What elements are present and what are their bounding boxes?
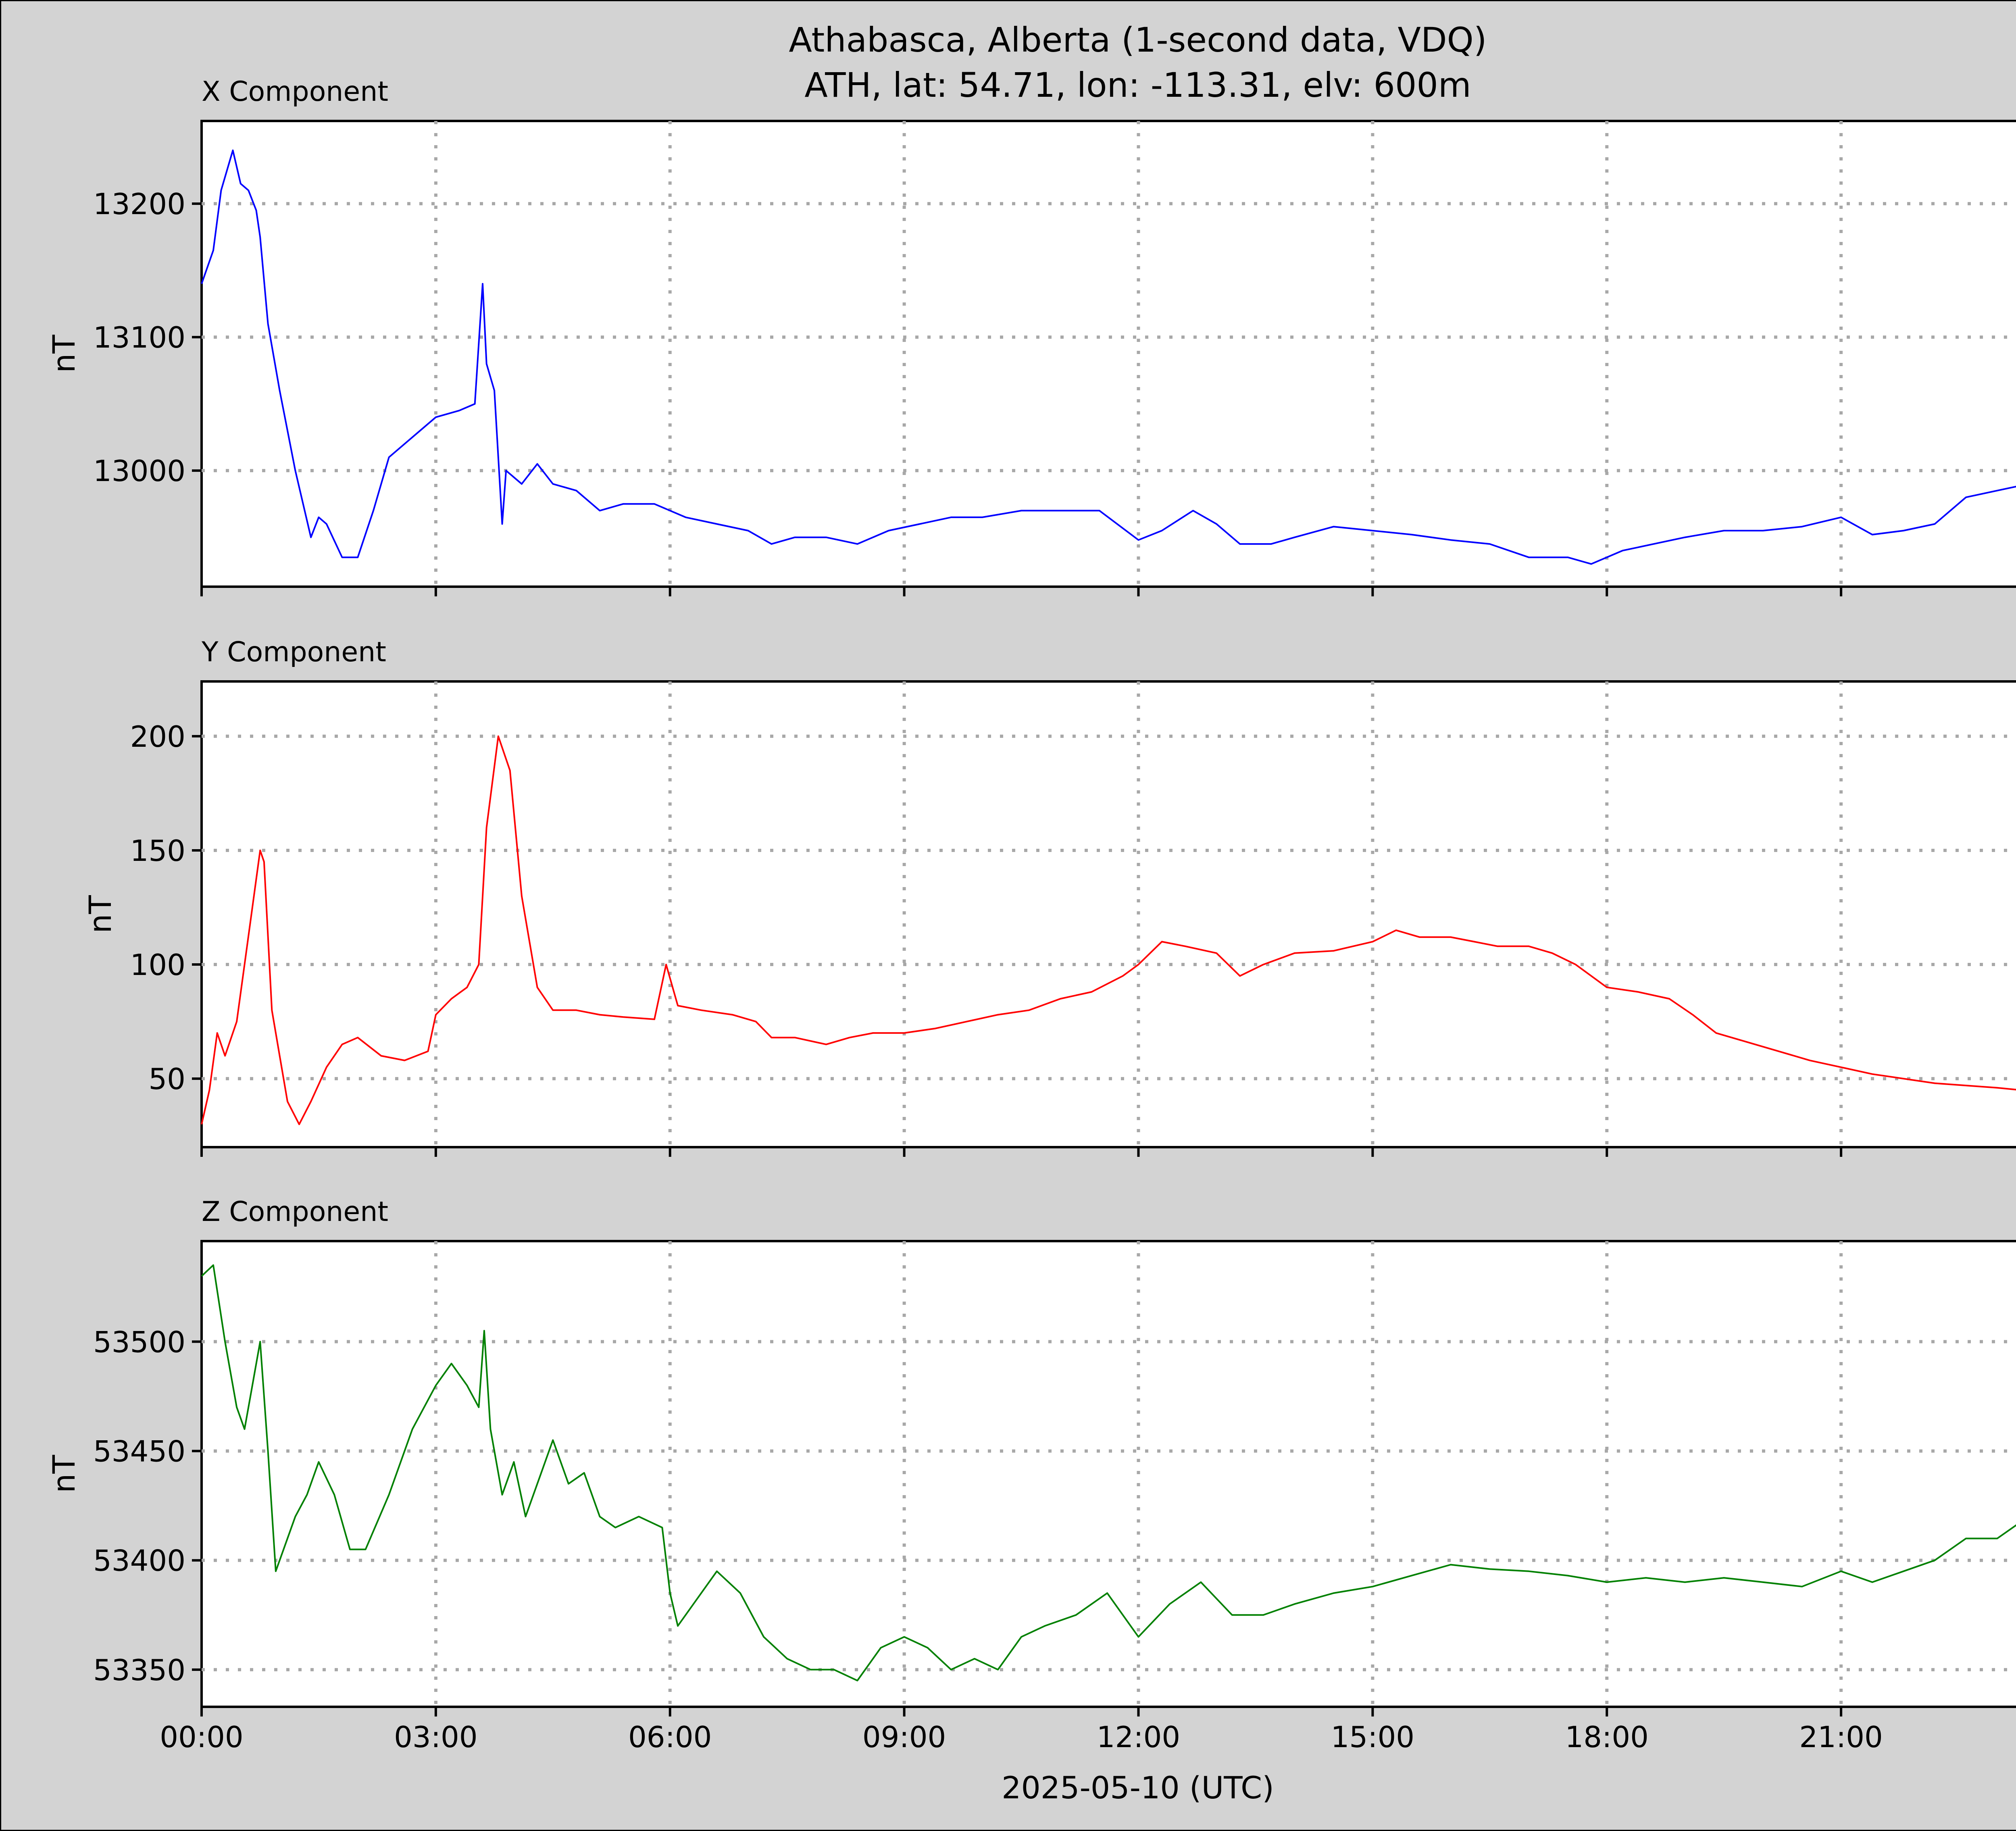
plot-area <box>200 1240 2016 1708</box>
y-axis-label: nT <box>46 335 82 373</box>
y-tick-label: 53450 <box>93 1435 185 1469</box>
x-tick-label: 03:00 <box>394 1720 478 1754</box>
series-line <box>201 735 2016 1125</box>
x-tick-label: 15:00 <box>1331 1720 1415 1754</box>
x-tick-label: 06:00 <box>628 1720 712 1754</box>
x-tick-label: 09:00 <box>862 1720 946 1754</box>
series-line <box>201 149 2016 565</box>
x-axis-label: 2025-05-10 (UTC) <box>1002 1770 1274 1806</box>
x-tick-label: 21:00 <box>1799 1720 1883 1754</box>
y-tick-label: 53400 <box>93 1544 185 1578</box>
y-tick-label: 53500 <box>93 1325 185 1359</box>
y-axis-label: nT <box>82 895 118 933</box>
figure-title-line2: ATH, lat: 54.71, lon: -113.31, elv: 600m <box>804 65 1471 105</box>
panel-0: X Component 13000 13100 13200 nT <box>46 76 2016 596</box>
y-tick-label: 50 <box>148 1062 185 1096</box>
panel-1: Y Component 50 100 150 200 nT <box>82 636 2016 1157</box>
y-tick-label: 13100 <box>93 321 185 354</box>
y-tick-label: 100 <box>130 948 185 982</box>
y-axis-label: nT <box>46 1455 82 1493</box>
series-line <box>201 1264 2016 1681</box>
panels: X Component 13000 13100 13200 nT Y Component 5… <box>46 76 2016 1754</box>
y-tick-label: 53350 <box>93 1653 185 1687</box>
y-tick-label: 200 <box>130 720 185 754</box>
figure-title-line1: Athabasca, Alberta (1-second data, VDQ) <box>789 20 1487 60</box>
plot-area <box>200 680 2016 1148</box>
x-tick-label: 12:00 <box>1097 1720 1181 1754</box>
x-tick-label: 18:00 <box>1565 1720 1649 1754</box>
y-tick-label: 13000 <box>93 454 185 488</box>
panel-title: Y Component <box>201 636 386 668</box>
y-tick-label: 13200 <box>93 187 185 221</box>
panel-2: Z Component 00:00 03:00 06:00 09:00 12:00 15:0… <box>46 1196 2016 1754</box>
panel-title: Z Component <box>202 1196 388 1228</box>
y-tick-label: 150 <box>130 834 185 868</box>
x-tick-label: 00:00 <box>160 1720 244 1754</box>
panel-title: X Component <box>202 76 388 108</box>
